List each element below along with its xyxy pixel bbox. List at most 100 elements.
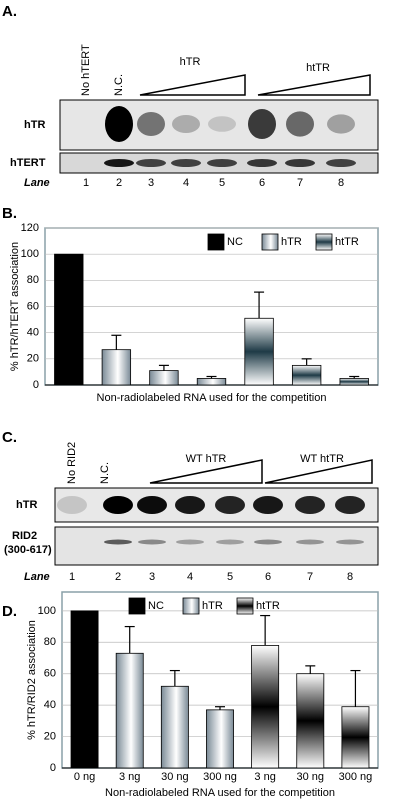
panel-label: C. <box>2 429 17 446</box>
gel-band <box>248 109 276 139</box>
gel-band <box>335 496 365 514</box>
gel-band <box>336 539 364 545</box>
y-tick-label: 100 <box>21 248 39 260</box>
panel-label: B. <box>2 205 17 222</box>
bar <box>244 317 274 386</box>
lane-title: Lane <box>24 571 50 583</box>
row-label: hTR <box>16 499 37 511</box>
legend-swatch <box>261 233 279 251</box>
y-tick-label: 80 <box>27 274 39 286</box>
lane-number: 1 <box>83 177 89 189</box>
lane-number: 1 <box>69 571 75 583</box>
legend-swatch <box>315 233 333 251</box>
legend-label: htTR <box>335 236 359 248</box>
gradient-triangle <box>149 459 263 484</box>
lane-header: No hTERT <box>80 44 92 96</box>
gel-band <box>172 115 200 133</box>
x-tick-label: 3 ng <box>254 771 275 783</box>
bar <box>115 652 144 769</box>
gel-band <box>247 159 277 167</box>
legend-swatch <box>207 233 225 251</box>
lane-number: 8 <box>338 177 344 189</box>
lane-number: 4 <box>183 177 189 189</box>
gel-band <box>137 496 167 514</box>
gel-band <box>296 539 324 545</box>
x-axis-label: Non-radiolabeled RNA used for the compet… <box>105 787 335 799</box>
x-axis-label: Non-radiolabeled RNA used for the compet… <box>97 392 327 404</box>
legend-label: htTR <box>256 600 280 612</box>
bar <box>339 378 369 386</box>
group-label: hTR <box>180 56 201 68</box>
legend-label: NC <box>227 236 243 248</box>
lane-header: N.C. <box>113 74 125 96</box>
legend-label: hTR <box>202 600 223 612</box>
y-axis-label: % hTR/hTERT association <box>9 242 21 371</box>
panel-label: D. <box>2 603 17 620</box>
lane-number: 8 <box>347 571 353 583</box>
bar <box>296 673 325 769</box>
y-tick-label: 40 <box>27 327 39 339</box>
row-label: RID2 <box>12 530 37 542</box>
bar <box>291 364 322 386</box>
gel-band <box>286 111 314 137</box>
gel-band <box>171 159 201 167</box>
gel-band <box>103 496 133 514</box>
legend-swatch <box>236 597 254 615</box>
lane-number: 2 <box>115 571 121 583</box>
bar <box>206 709 234 769</box>
group-label: WT htTR <box>300 453 344 465</box>
bar <box>196 378 227 386</box>
gel-band <box>285 159 315 167</box>
y-tick-label: 0 <box>33 379 39 391</box>
lane-number: 3 <box>149 571 155 583</box>
y-tick-label: 120 <box>21 222 39 234</box>
lane-number: 6 <box>265 571 271 583</box>
legend-label: NC <box>148 600 164 612</box>
gel-band <box>254 539 282 545</box>
y-tick-label: 100 <box>38 605 56 617</box>
gradient-triangle <box>264 459 373 484</box>
y-axis-label: % hTR/RID2 association <box>26 620 38 740</box>
group-label: htTR <box>306 62 330 74</box>
lane-number: 6 <box>259 177 265 189</box>
x-tick-label: 30 ng <box>297 771 325 783</box>
y-tick-label: 0 <box>50 762 56 774</box>
lane-header: N.C. <box>99 462 111 484</box>
x-tick-label: 300 ng <box>339 771 373 783</box>
gel-band <box>216 539 244 545</box>
bar <box>54 253 84 386</box>
lane-number: 5 <box>227 571 233 583</box>
lane-number: 5 <box>219 177 225 189</box>
bar <box>70 610 99 769</box>
lane-number: 2 <box>116 177 122 189</box>
y-tick-label: 20 <box>44 730 56 742</box>
gel-band <box>175 496 205 514</box>
lane-header: No RID2 <box>66 442 78 484</box>
row-label: hTERT <box>10 157 46 169</box>
bar <box>101 349 132 386</box>
gel-band <box>326 159 356 167</box>
panel-label: A. <box>2 3 17 20</box>
lane-number: 7 <box>307 571 313 583</box>
bar <box>160 685 189 769</box>
bar <box>251 645 280 769</box>
gel-band <box>57 496 87 514</box>
y-tick-label: 80 <box>44 636 56 648</box>
bar <box>341 706 370 769</box>
group-label: WT hTR <box>186 453 227 465</box>
bar <box>149 370 179 386</box>
gradient-triangle <box>257 74 371 96</box>
legend-swatch <box>182 597 200 615</box>
y-tick-label: 20 <box>27 353 39 365</box>
row-label: hTR <box>24 119 45 131</box>
gel-band <box>327 114 355 134</box>
lane-number: 4 <box>187 571 193 583</box>
gel-band <box>104 539 132 545</box>
gel-band <box>176 539 204 545</box>
gel-band <box>295 496 325 514</box>
gel-band <box>207 159 237 167</box>
gel-band <box>208 116 236 132</box>
x-tick-label: 300 ng <box>203 771 237 783</box>
lane-number: 3 <box>148 177 154 189</box>
